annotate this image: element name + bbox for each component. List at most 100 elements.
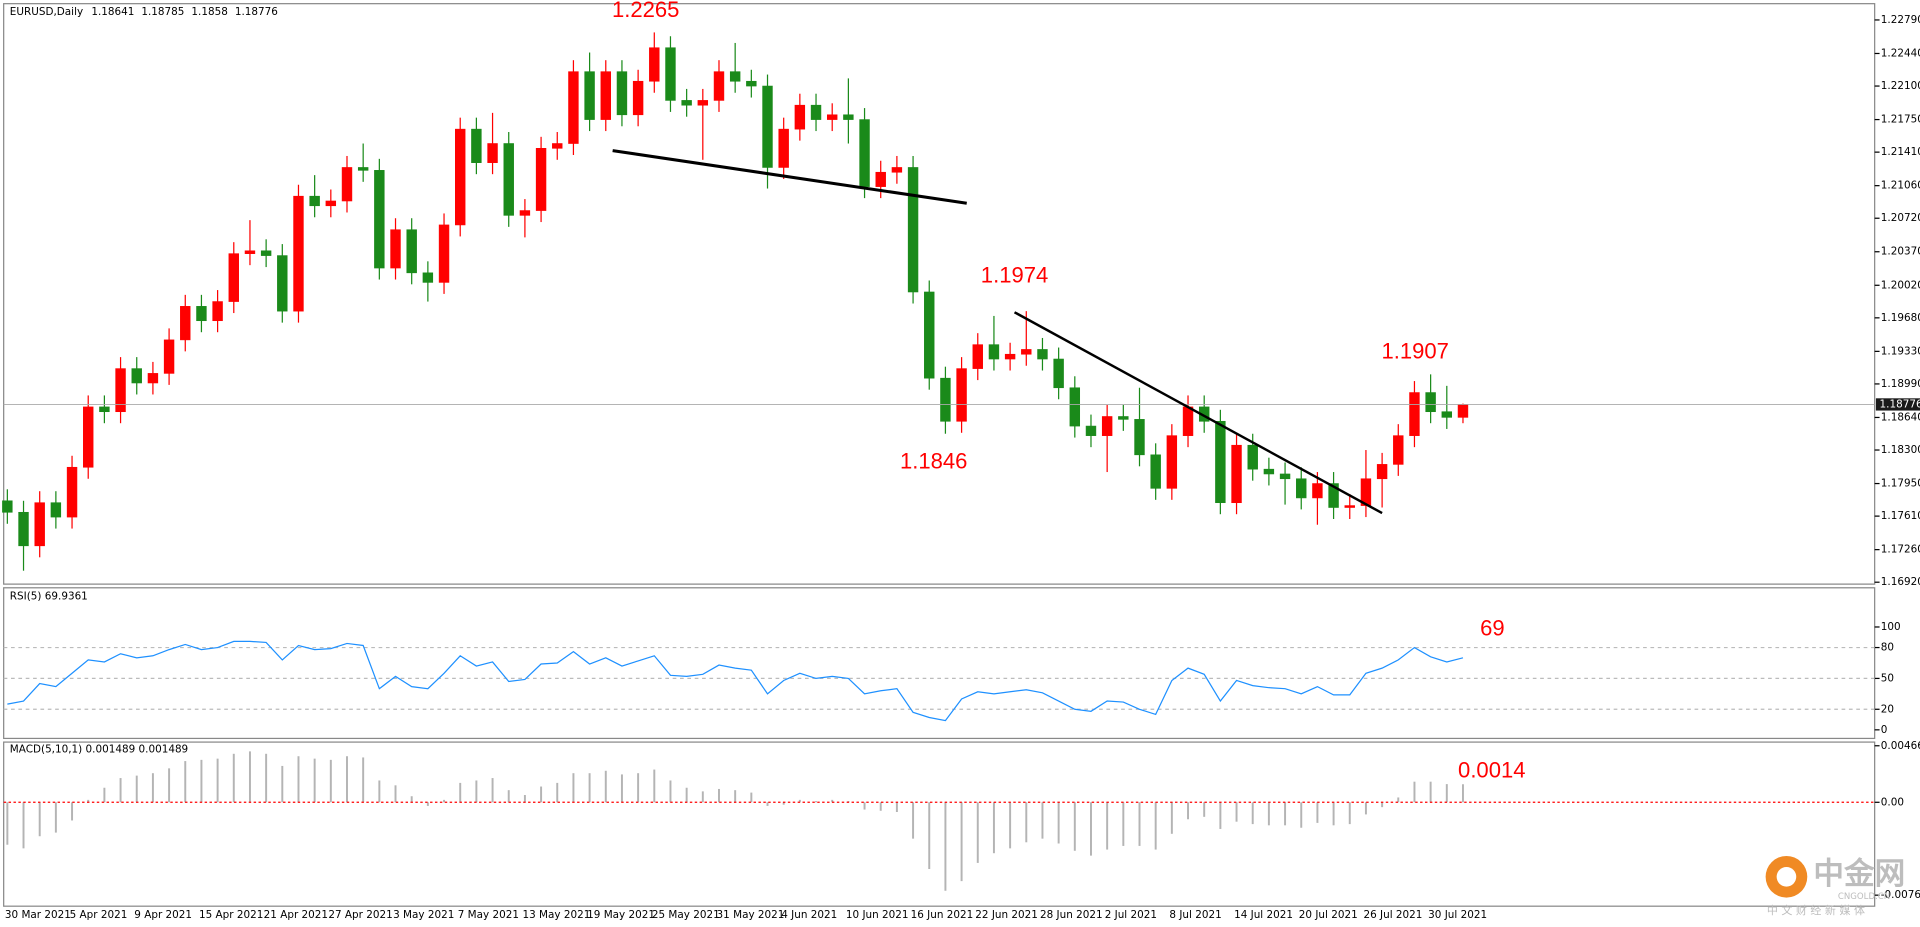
candle-body xyxy=(99,406,110,413)
candle-body xyxy=(1101,416,1113,436)
candle-body xyxy=(325,200,337,207)
x-tick-label: 19 May 2021 xyxy=(587,909,655,921)
candle-body xyxy=(212,301,223,322)
candle-body xyxy=(762,85,773,168)
candle-body xyxy=(1085,425,1097,436)
candle-body xyxy=(374,170,385,269)
candle-body xyxy=(616,71,628,116)
watermark-slogan: 中 文 财 经 新 媒 体 xyxy=(1767,903,1865,917)
candle-body xyxy=(713,71,725,101)
y-tick-label: 1.16920 xyxy=(1881,576,1920,588)
candle-body xyxy=(66,466,78,518)
annotation: 1.1846 xyxy=(900,449,967,474)
candle-body xyxy=(826,114,838,120)
x-tick-label: 25 May 2021 xyxy=(652,909,720,921)
candle-body xyxy=(1215,420,1226,504)
candle-body xyxy=(584,71,595,120)
candle-body xyxy=(600,71,611,120)
y-tick-label: 1.20720 xyxy=(1881,212,1920,224)
macd-title: MACD(5,10,1) 0.001489 0.001489 xyxy=(10,743,188,755)
symbol-header: EURUSD,Daily 1.18641 1.18785 1.1858 1.18… xyxy=(10,6,278,18)
x-tick-label: 13 May 2021 xyxy=(522,909,590,921)
candle-body xyxy=(293,195,304,312)
candle-body xyxy=(1263,468,1275,475)
price-panel xyxy=(3,3,1876,585)
candle-body xyxy=(83,406,94,468)
candle-body xyxy=(1376,464,1388,480)
candle-body xyxy=(988,344,1000,360)
candle-body xyxy=(180,306,191,341)
candle-body xyxy=(503,143,514,216)
candle-body xyxy=(406,229,417,274)
candle-body xyxy=(34,502,45,547)
x-tick-label: 27 Apr 2021 xyxy=(328,909,392,921)
candle-body xyxy=(147,373,159,384)
candle-body xyxy=(422,272,434,283)
candle-body xyxy=(1166,435,1178,489)
candle-body xyxy=(1134,419,1145,456)
x-tick-label: 9 Apr 2021 xyxy=(134,909,192,921)
candle-body xyxy=(1328,483,1339,508)
annotation: 1.1907 xyxy=(1381,339,1448,364)
y-tick-label: 100 xyxy=(1881,621,1901,633)
y-tick-label: -0.007661 xyxy=(1881,889,1920,901)
candle-body xyxy=(163,339,175,374)
rsi-title: RSI(5) 69.9361 xyxy=(10,590,88,602)
y-tick-label: 1.17950 xyxy=(1881,478,1920,490)
candle-body xyxy=(244,250,256,254)
annotation: 0.0014 xyxy=(1458,757,1525,782)
candle-body xyxy=(1409,392,1420,436)
y-tick-label: 80 xyxy=(1881,642,1894,654)
candle-body xyxy=(115,368,126,413)
x-tick-label: 21 Apr 2021 xyxy=(264,909,328,921)
candle-body xyxy=(697,100,709,106)
watermark-site: CNGOLD.CN xyxy=(1838,892,1890,902)
y-tick-label: 1.17260 xyxy=(1881,544,1920,556)
y-tick-label: 1.18640 xyxy=(1881,411,1920,423)
candle-body xyxy=(1247,444,1258,470)
annotation: 1.2265 xyxy=(612,0,679,22)
last-low: 1.1858 xyxy=(191,6,227,18)
candle-body xyxy=(18,511,29,547)
candle-body xyxy=(455,128,466,226)
x-tick-label: 15 Apr 2021 xyxy=(199,909,263,921)
candle-body xyxy=(1344,505,1355,508)
macd-panel xyxy=(3,741,1876,907)
candle-body xyxy=(1053,358,1064,389)
candle-body xyxy=(972,344,983,369)
y-tick-label: 1.18300 xyxy=(1881,444,1920,456)
y-tick-label: 0.004663 xyxy=(1881,740,1920,752)
candle-body xyxy=(1457,404,1469,418)
candle-body xyxy=(681,100,692,106)
y-tick-label: 1.17610 xyxy=(1881,510,1920,522)
x-tick-label: 7 May 2021 xyxy=(458,909,519,921)
x-tick-label: 10 Jun 2021 xyxy=(846,909,909,921)
y-tick-label: 1.21410 xyxy=(1881,146,1920,158)
candle-body xyxy=(810,104,822,120)
candle-body xyxy=(1004,353,1016,360)
last-close: 1.18776 xyxy=(235,6,278,18)
y-tick-label: 1.22100 xyxy=(1881,80,1920,92)
x-tick-label: 30 Jul 2021 xyxy=(1428,909,1487,921)
x-tick-label: 2 Jul 2021 xyxy=(1105,909,1157,921)
x-tick-label: 22 Jun 2021 xyxy=(975,909,1038,921)
x-tick-label: 5 Apr 2021 xyxy=(70,909,128,921)
rsi-panel xyxy=(3,587,1876,740)
candle-body xyxy=(843,114,854,120)
candle-body xyxy=(794,104,806,130)
candle-body xyxy=(341,167,353,202)
candle-body xyxy=(907,167,919,293)
candle-body xyxy=(1150,454,1161,489)
x-tick-label: 8 Jul 2021 xyxy=(1169,909,1221,921)
candle-body xyxy=(1118,416,1129,420)
rsi-line xyxy=(7,640,1464,722)
candle-body xyxy=(438,224,450,283)
candle-body xyxy=(940,377,951,422)
candle-body xyxy=(228,253,239,302)
candle-body xyxy=(471,128,482,163)
candle-body xyxy=(632,80,644,116)
x-tick-label: 4 Jun 2021 xyxy=(781,909,837,921)
annotation: 1.1974 xyxy=(981,263,1048,288)
candle-body xyxy=(729,71,741,82)
